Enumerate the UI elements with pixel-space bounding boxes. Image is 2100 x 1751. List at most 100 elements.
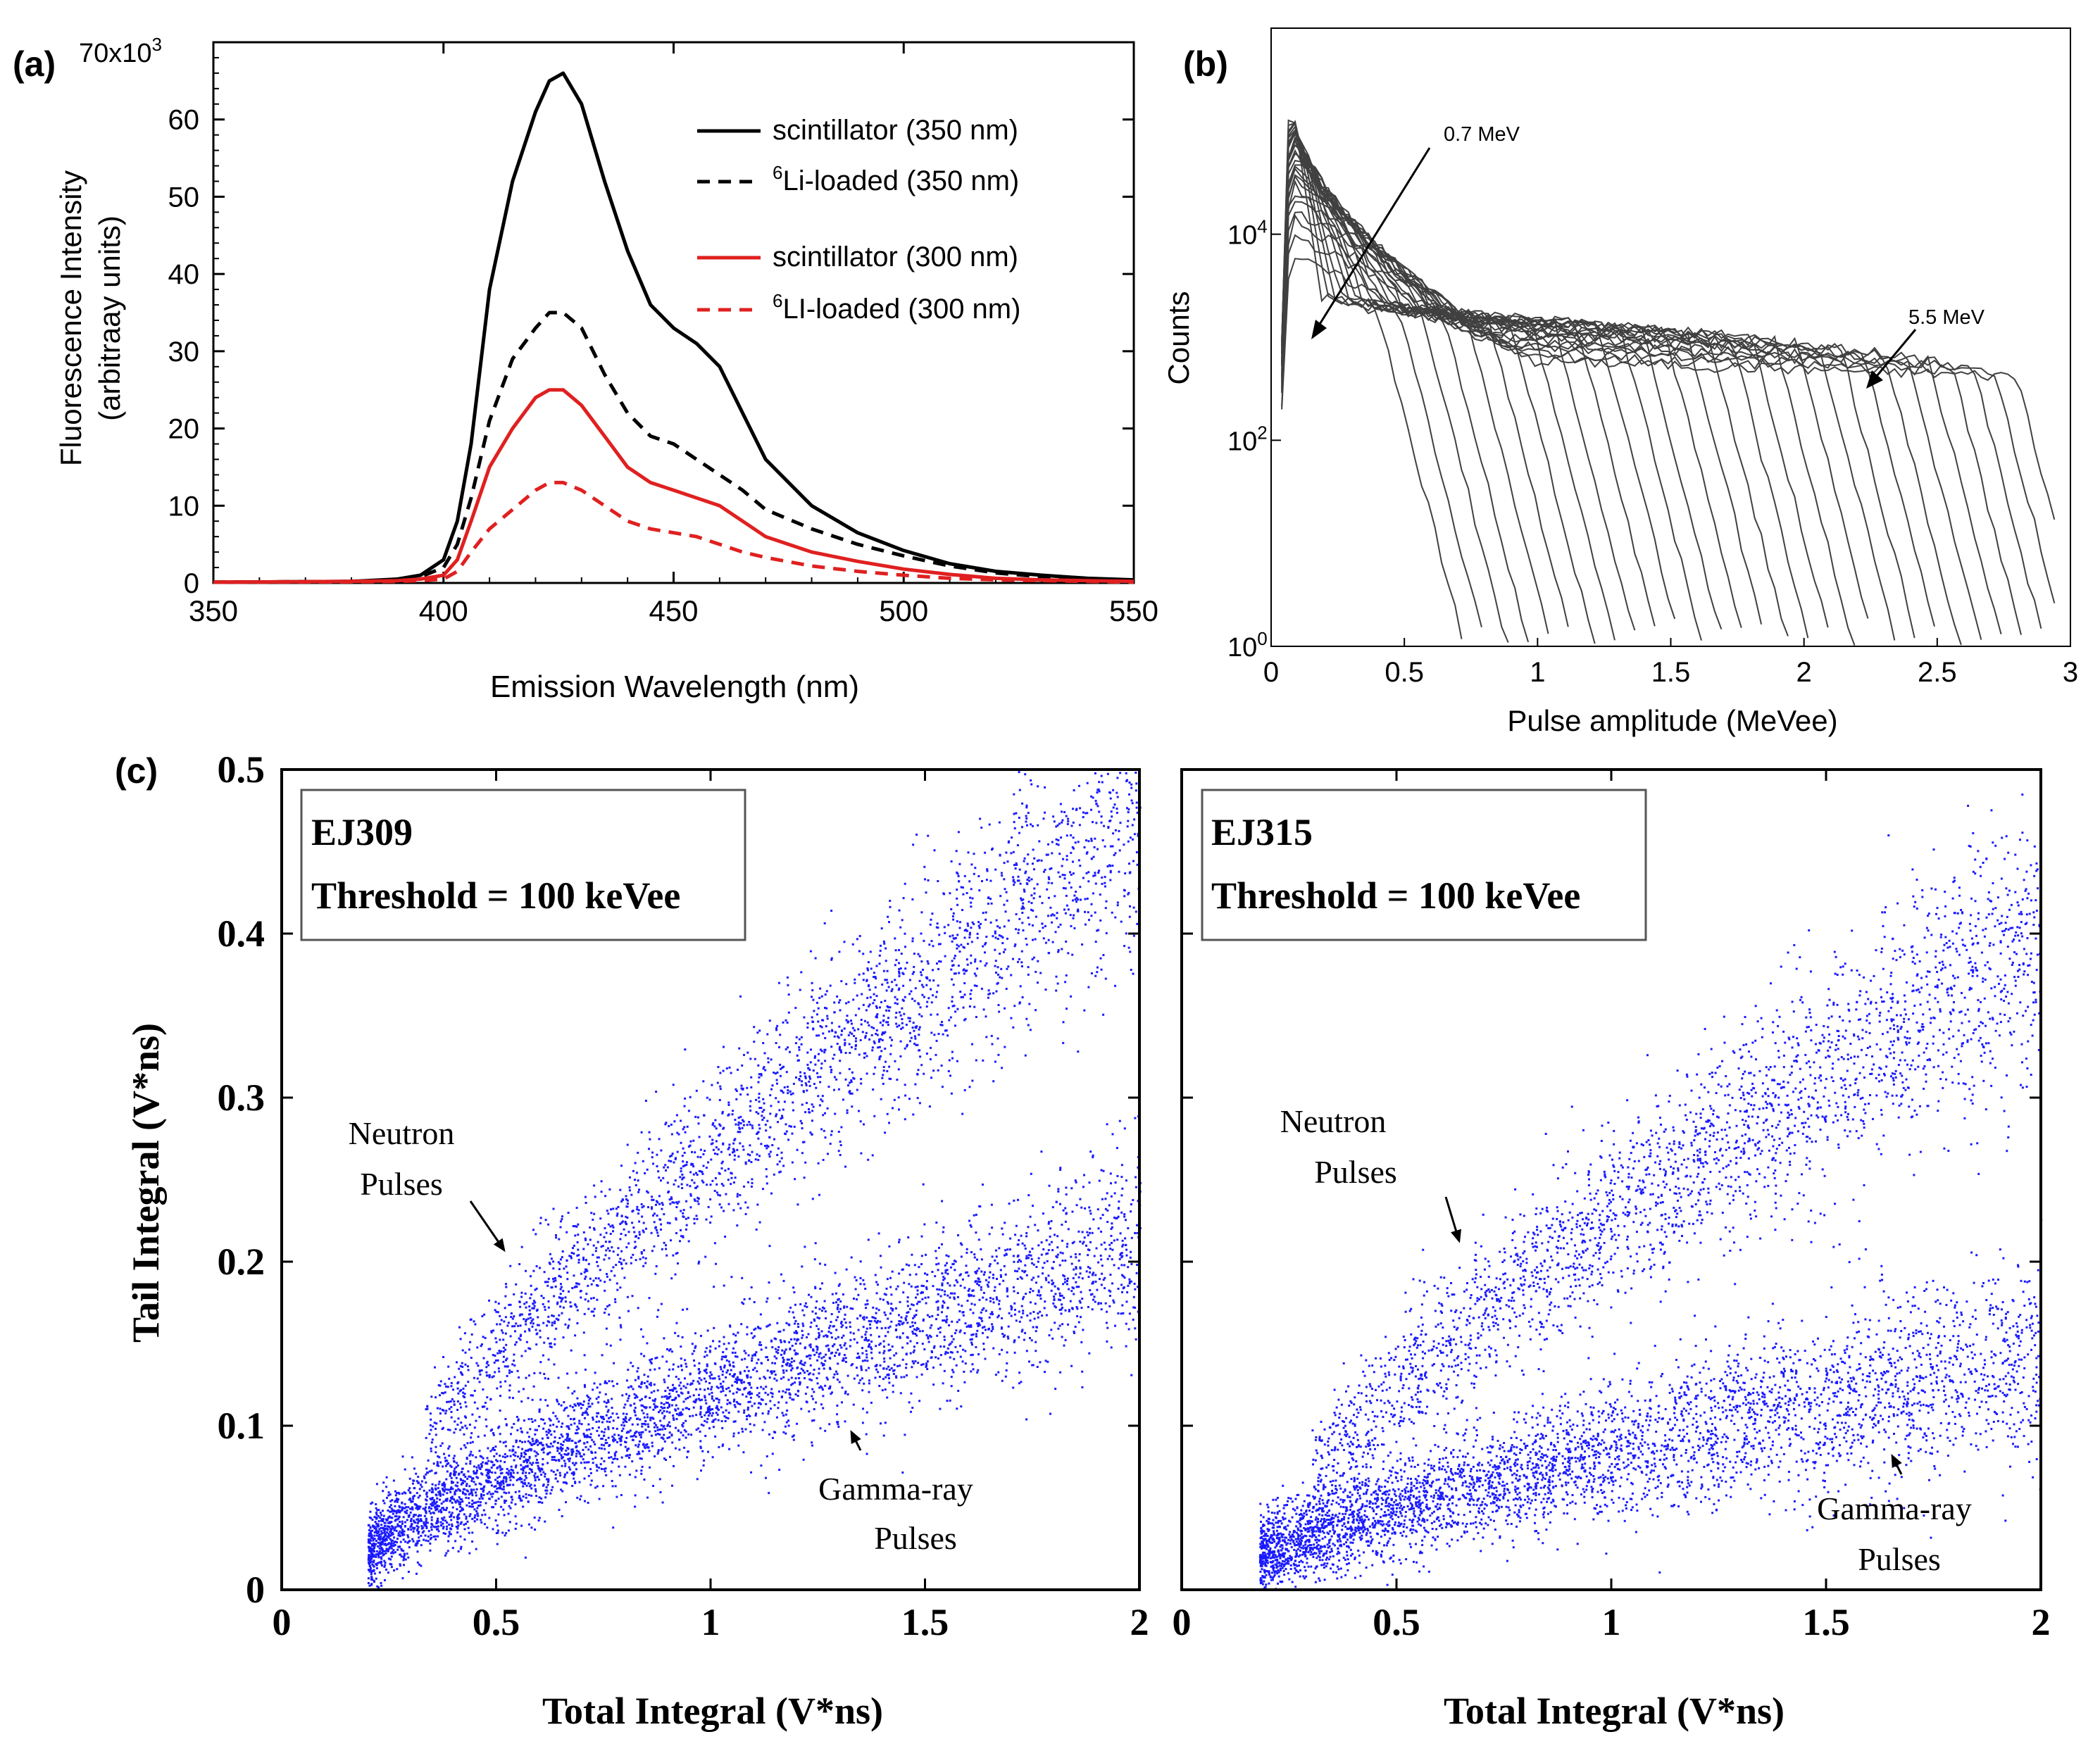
panel-c-ej309-point xyxy=(817,1059,820,1062)
panel-c-ej309-point xyxy=(794,1042,797,1045)
panel-b-y-axis-label: Counts xyxy=(1162,291,1195,384)
panel-c-ej309-point xyxy=(732,1149,735,1152)
panel-c-ej309-point xyxy=(977,1369,980,1372)
panel-c-ej309-point xyxy=(854,1048,857,1050)
panel-c-ej309-point xyxy=(700,1469,702,1472)
panel-c-ej309-point xyxy=(493,1455,496,1457)
panel-c-ej309-point xyxy=(1137,1286,1139,1288)
panel-c-ej309-point xyxy=(1009,1237,1012,1240)
panel-c-ej309-point xyxy=(623,1259,625,1262)
panel-c-ej309-point xyxy=(455,1476,458,1479)
panel-c-ej309-point xyxy=(496,1487,499,1490)
panel-c-ej309-point xyxy=(682,1400,685,1403)
panel-c-ej309-point xyxy=(655,1203,657,1206)
panel-c-ej309-point xyxy=(577,1404,580,1407)
panel-c-ej309-point xyxy=(950,1092,953,1095)
panel-c-ej309-point xyxy=(626,1400,629,1402)
panel-c-ej309-point xyxy=(1061,819,1064,822)
panel-c-ej309-point xyxy=(615,1450,618,1453)
panel-c-ej309-point xyxy=(977,924,980,927)
panel-c-ej309-point xyxy=(533,1517,536,1519)
panel-c-ej309-point xyxy=(1136,1224,1138,1226)
panel-c-ej309-point xyxy=(612,1526,615,1529)
panel-c-ej309-point xyxy=(1056,1235,1059,1238)
panel-c-ej309-point xyxy=(836,995,839,998)
panel-c-ej309-point xyxy=(499,1410,501,1412)
panel-c-ej309-point xyxy=(549,1262,551,1265)
panel-c-ej309-point xyxy=(1116,777,1119,779)
panel-c-ej309-point xyxy=(471,1394,474,1397)
panel-c-ej309-point xyxy=(418,1519,421,1522)
panel-c-ej309-point xyxy=(739,995,742,998)
panel-c-ej309-point xyxy=(781,1115,783,1117)
panel-c-ej309-point xyxy=(523,1467,526,1469)
panel-c-ej309-point xyxy=(769,1112,772,1115)
panel-c-ej309-point xyxy=(681,1173,684,1176)
panel-c-ej309-point xyxy=(1128,782,1131,784)
panel-c-ej309-point xyxy=(412,1515,415,1518)
panel-c-ej309-point xyxy=(1067,820,1070,823)
panel-c-ej309-point xyxy=(880,1038,882,1041)
panel-c-ej309-point xyxy=(625,1205,628,1208)
panel-c-ej309-point xyxy=(918,1049,920,1052)
panel-c-ej309-point xyxy=(881,1038,884,1041)
panel-c-ej309-point xyxy=(700,1424,703,1426)
panel-c-ej309-point xyxy=(853,1338,856,1341)
panel-c-ej309-point xyxy=(1108,1243,1111,1246)
panel-c-ej309-point xyxy=(856,1374,859,1377)
panel-c-ej309-point xyxy=(1057,1298,1060,1301)
panel-c-ej309-point xyxy=(558,1268,561,1271)
panel-c-ej309-point xyxy=(824,1429,827,1432)
panel-c-ej309-point xyxy=(481,1488,484,1490)
panel-c-ej309-point xyxy=(833,1088,835,1091)
panel-c-ej309-point xyxy=(380,1519,382,1522)
panel-c-ej309-point xyxy=(1051,841,1054,843)
panel-c-ej309-point xyxy=(619,1238,622,1241)
panel-c-ej309-point xyxy=(820,995,823,998)
panel-c-ej309-point xyxy=(505,1359,507,1362)
panel-c-ej309-point xyxy=(549,1442,552,1445)
panel-c-ej309-point xyxy=(437,1528,439,1531)
panel-a-x-tick-label: 500 xyxy=(879,594,928,627)
panel-c-ej309-point xyxy=(543,1271,546,1274)
panel-c-ej309-point xyxy=(518,1391,520,1393)
panel-c-ej309-point xyxy=(620,1250,623,1253)
panel-c-ej309-point xyxy=(873,972,875,974)
panel-c-ej309-point xyxy=(433,1421,436,1424)
panel-c-ej309-point xyxy=(994,930,996,933)
panel-c-ej309-point xyxy=(525,1323,527,1326)
panel-c-ej309-point xyxy=(742,1145,744,1148)
panel-c-ej309-point xyxy=(540,1295,543,1298)
panel-c-ej309-point xyxy=(801,1363,804,1366)
panel-c-ej309-point xyxy=(636,1452,639,1455)
panel-c-ej309-point xyxy=(537,1464,539,1467)
panel-c-ej309-point xyxy=(1061,821,1063,824)
panel-c-ej309-point xyxy=(540,1497,543,1500)
panel-c-ej309-point xyxy=(758,1343,761,1346)
panel-c-ej309-point xyxy=(1091,1293,1094,1295)
panel-c-ej309-point xyxy=(634,1162,637,1165)
panel-c-ej309-point xyxy=(615,1282,618,1285)
panel-c-ej309-point xyxy=(701,1179,704,1182)
panel-c-ej309-point xyxy=(495,1499,497,1502)
panel-c-ej309-point xyxy=(916,1285,919,1288)
panel-c-ej309-point xyxy=(597,1412,600,1414)
panel-c-ej309-point xyxy=(661,1355,664,1358)
panel-c-ej309-point xyxy=(467,1369,470,1372)
panel-c-ej309-point xyxy=(756,1031,759,1034)
panel-c-ej309-point xyxy=(603,1258,606,1261)
panel-c-ej309-point xyxy=(966,963,969,966)
panel-c-ej309-point xyxy=(824,1036,827,1039)
panel-c-ej309-point xyxy=(722,1380,725,1383)
panel-c-ej309-point xyxy=(703,1114,706,1117)
panel-c-ej309-point xyxy=(814,1287,817,1290)
panel-c-ej309-point xyxy=(728,1153,731,1156)
panel-c-ej309-point xyxy=(1025,820,1027,823)
panel-c-ej309-point xyxy=(976,932,979,935)
panel-c-ej309-point xyxy=(1054,931,1057,934)
panel-c-ej309-point xyxy=(434,1366,436,1369)
panel-c-ej309-point xyxy=(920,911,923,914)
panel-c-ej309-point xyxy=(412,1495,415,1498)
panel-c-ej309-point xyxy=(971,1343,973,1346)
panel-c-ej309-point xyxy=(1115,1217,1118,1219)
